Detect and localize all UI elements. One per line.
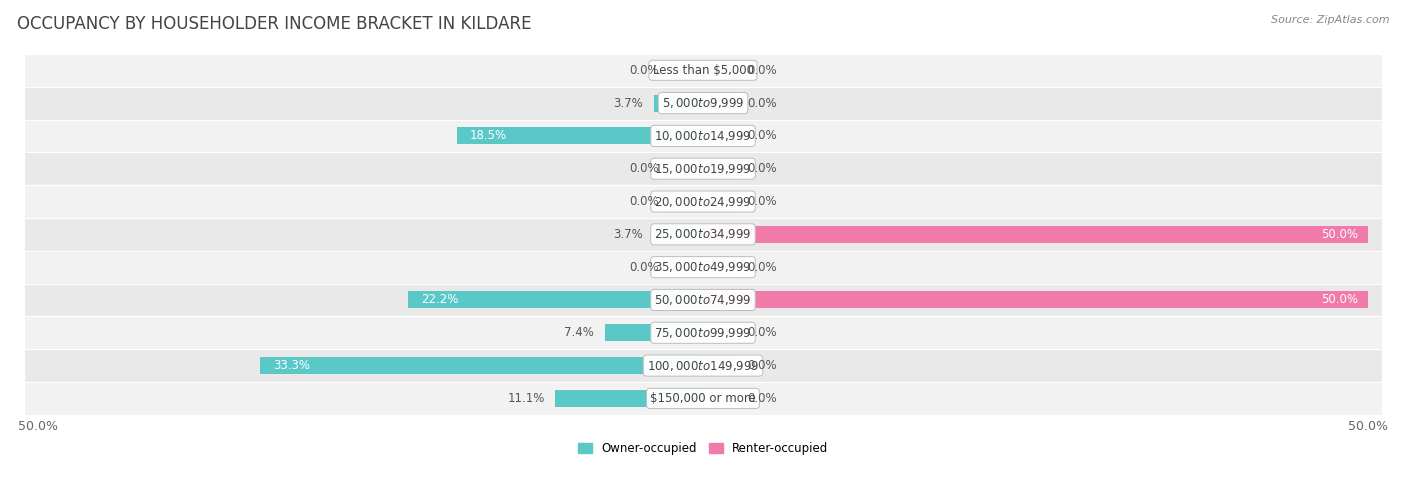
Text: 0.0%: 0.0% [630,162,659,175]
Text: 0.0%: 0.0% [747,392,776,405]
Text: 0.0%: 0.0% [747,359,776,372]
Text: $75,000 to $99,999: $75,000 to $99,999 [654,326,752,340]
Text: 0.0%: 0.0% [747,97,776,110]
Text: 22.2%: 22.2% [420,294,458,307]
Bar [408,292,703,309]
Bar [605,324,703,341]
Text: Less than $5,000: Less than $5,000 [652,64,754,77]
Text: Source: ZipAtlas.com: Source: ZipAtlas.com [1271,15,1389,25]
Bar [24,54,1382,87]
Text: 33.3%: 33.3% [273,359,311,372]
Bar [555,390,703,407]
Bar [703,259,737,276]
Bar [703,292,1368,309]
Bar [703,62,737,79]
Bar [24,218,1382,251]
Bar [669,160,703,177]
Text: 50.0%: 50.0% [1320,294,1358,307]
Text: 0.0%: 0.0% [630,195,659,208]
Text: 50.0%: 50.0% [1320,228,1358,241]
Text: 18.5%: 18.5% [470,129,508,142]
Text: $10,000 to $14,999: $10,000 to $14,999 [654,129,752,143]
Text: $25,000 to $34,999: $25,000 to $34,999 [654,227,752,242]
Text: $20,000 to $24,999: $20,000 to $24,999 [654,194,752,208]
Bar [24,185,1382,218]
Text: 0.0%: 0.0% [630,260,659,274]
Text: $100,000 to $149,999: $100,000 to $149,999 [647,359,759,373]
Bar [24,87,1382,120]
Bar [24,120,1382,152]
Text: $5,000 to $9,999: $5,000 to $9,999 [662,96,744,110]
Bar [669,259,703,276]
Legend: Owner-occupied, Renter-occupied: Owner-occupied, Renter-occupied [572,437,834,459]
Text: 11.1%: 11.1% [508,392,544,405]
Bar [24,316,1382,349]
Bar [703,324,737,341]
Bar [703,357,737,374]
Bar [703,127,737,144]
Text: 0.0%: 0.0% [747,64,776,77]
Bar [260,357,703,374]
Text: $150,000 or more: $150,000 or more [650,392,756,405]
Bar [457,127,703,144]
Text: 0.0%: 0.0% [747,326,776,339]
Text: 0.0%: 0.0% [747,129,776,142]
Text: $50,000 to $74,999: $50,000 to $74,999 [654,293,752,307]
Bar [654,95,703,112]
Bar [654,226,703,243]
Bar [24,152,1382,185]
Bar [669,62,703,79]
Bar [24,349,1382,382]
Bar [24,283,1382,316]
Text: 0.0%: 0.0% [747,260,776,274]
Bar [703,226,1368,243]
Bar [703,390,737,407]
Text: 7.4%: 7.4% [564,326,593,339]
Text: 0.0%: 0.0% [630,64,659,77]
Text: 3.7%: 3.7% [613,97,643,110]
Text: $15,000 to $19,999: $15,000 to $19,999 [654,162,752,176]
Text: $35,000 to $49,999: $35,000 to $49,999 [654,260,752,274]
Bar [703,95,737,112]
Text: OCCUPANCY BY HOUSEHOLDER INCOME BRACKET IN KILDARE: OCCUPANCY BY HOUSEHOLDER INCOME BRACKET … [17,15,531,33]
Bar [24,382,1382,415]
Text: 0.0%: 0.0% [747,195,776,208]
Bar [703,193,737,210]
Text: 3.7%: 3.7% [613,228,643,241]
Bar [703,160,737,177]
Text: 0.0%: 0.0% [747,162,776,175]
Bar [669,193,703,210]
Bar [24,251,1382,283]
